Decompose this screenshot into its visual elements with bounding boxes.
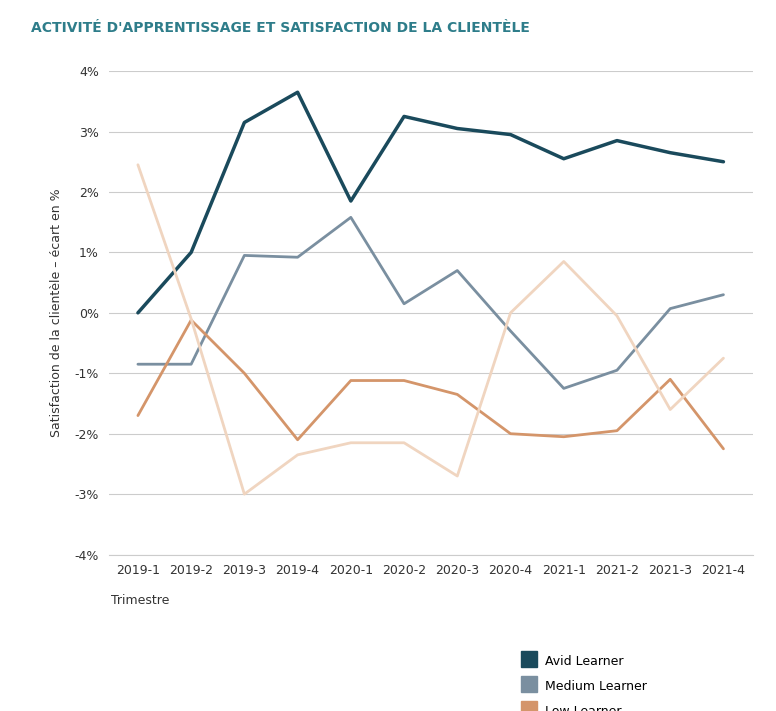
Medium Learner <box>666 304 675 313</box>
Medium Learner <box>506 327 515 336</box>
Medium Learner <box>559 384 568 392</box>
Low Learner <box>666 375 675 384</box>
Avid Learner <box>612 137 622 145</box>
Low Learner <box>452 390 462 399</box>
Low Learner <box>186 316 196 324</box>
Low Learner <box>240 369 249 378</box>
Medium Learner <box>452 267 462 275</box>
Avid Learner <box>559 154 568 163</box>
Text: ACTIVITÉ D'APPRENTISSAGE ET SATISFACTION DE LA CLIENTÈLE: ACTIVITÉ D'APPRENTISSAGE ET SATISFACTION… <box>31 21 530 36</box>
Medium Learner <box>612 366 622 375</box>
Avid Learner <box>133 309 143 317</box>
Low Learner <box>133 411 143 419</box>
No Learner <box>400 439 409 447</box>
Low Learner <box>293 435 303 444</box>
Line: No Learner: No Learner <box>138 165 723 494</box>
Avid Learner <box>666 149 675 157</box>
Avid Learner <box>293 88 303 97</box>
Medium Learner <box>240 251 249 260</box>
Avid Learner <box>346 197 355 205</box>
No Learner <box>240 490 249 498</box>
No Learner <box>612 311 622 320</box>
Line: Medium Learner: Medium Learner <box>138 218 723 388</box>
Line: Avid Learner: Avid Learner <box>138 92 723 313</box>
Y-axis label: Satisfaction de la clientèle – écart en %: Satisfaction de la clientèle – écart en … <box>50 188 64 437</box>
Avid Learner <box>186 248 196 257</box>
No Learner <box>666 405 675 414</box>
Avid Learner <box>400 112 409 121</box>
Low Learner <box>506 429 515 438</box>
Medium Learner <box>186 360 196 368</box>
Legend: Avid Learner, Medium Learner, Low Learner, No Learner: Avid Learner, Medium Learner, Low Learne… <box>514 648 653 711</box>
No Learner <box>186 314 196 323</box>
Low Learner <box>346 376 355 385</box>
Medium Learner <box>719 291 728 299</box>
Low Learner <box>612 427 622 435</box>
No Learner <box>719 354 728 363</box>
Low Learner <box>400 376 409 385</box>
No Learner <box>293 451 303 459</box>
Avid Learner <box>240 118 249 127</box>
No Learner <box>346 439 355 447</box>
Medium Learner <box>346 213 355 222</box>
Avid Learner <box>506 130 515 139</box>
No Learner <box>559 257 568 266</box>
Avid Learner <box>719 158 728 166</box>
No Learner <box>133 161 143 169</box>
Medium Learner <box>293 253 303 262</box>
Medium Learner <box>133 360 143 368</box>
Line: Low Learner: Low Learner <box>138 320 723 449</box>
No Learner <box>452 472 462 481</box>
Text: Trimestre: Trimestre <box>111 594 170 607</box>
No Learner <box>506 309 515 317</box>
Low Learner <box>559 432 568 441</box>
Low Learner <box>719 444 728 453</box>
Medium Learner <box>400 299 409 308</box>
Avid Learner <box>452 124 462 133</box>
